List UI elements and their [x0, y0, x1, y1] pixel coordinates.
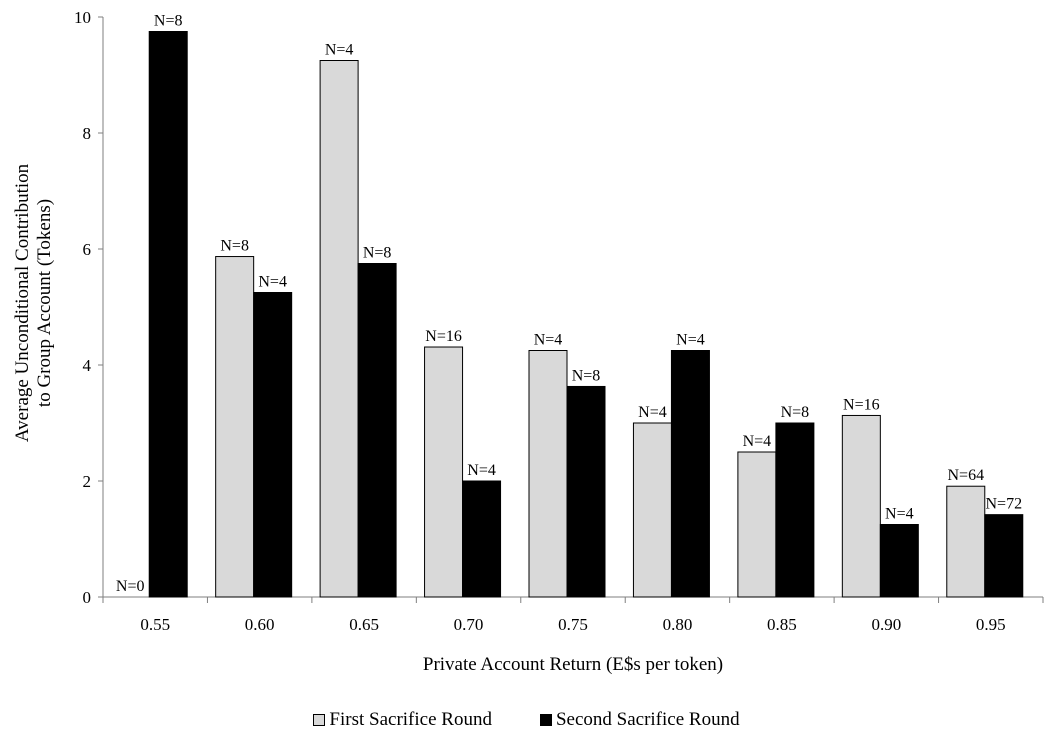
- bar-data-label: N=4: [676, 332, 705, 349]
- bar-second-sacrifice: [357, 263, 397, 598]
- y-tick-label: 6: [83, 240, 92, 259]
- x-tick-label: 0.90: [871, 615, 901, 634]
- legend-swatch-second: [539, 714, 552, 726]
- bar-data-label: N=8: [363, 245, 392, 262]
- bar-data-label: N=4: [743, 433, 772, 450]
- y-tick-label: 2: [83, 472, 92, 491]
- x-tick-label: 0.60: [245, 615, 275, 634]
- y-tick-label: 0: [83, 588, 92, 607]
- bar-second-sacrifice: [253, 292, 293, 598]
- bar-data-label: N=4: [534, 332, 563, 349]
- legend-item-first-sacrifice-round: First Sacrifice Round: [313, 709, 492, 731]
- chart-legend: First Sacrifice Round Second Sacrifice R…: [0, 708, 1053, 732]
- bar-data-label: N=0: [116, 578, 145, 595]
- bar-data-label: N=16: [425, 328, 462, 345]
- bar-second-sacrifice: [670, 350, 710, 598]
- y-tick-label: 10: [74, 8, 91, 27]
- y-axis-title-line: to Group Account (Tokens): [34, 199, 55, 407]
- bar-data-label: N=72: [985, 496, 1022, 513]
- bar-data-label: N=4: [885, 506, 914, 523]
- bar-first-sacrifice: [215, 256, 255, 598]
- bar-second-sacrifice: [984, 514, 1024, 598]
- bar-second-sacrifice: [148, 31, 188, 598]
- x-axis-title: Private Account Return (E$s per token): [423, 654, 723, 675]
- y-tick-label: 8: [83, 124, 92, 143]
- bar-data-label: N=8: [154, 13, 183, 30]
- x-tick-label: 0.95: [976, 615, 1006, 634]
- bar-second-sacrifice: [775, 422, 815, 598]
- bar-first-sacrifice: [319, 60, 359, 598]
- y-axis-title-line: Average Unconditional Contribution: [12, 163, 33, 442]
- bar-first-sacrifice: [946, 485, 986, 598]
- bar-first-sacrifice: [528, 350, 568, 598]
- bar-second-sacrifice: [566, 385, 606, 598]
- bar-first-sacrifice: [737, 451, 777, 598]
- bar-data-label: N=16: [843, 396, 880, 413]
- bar-data-label: N=4: [258, 274, 287, 291]
- y-tick-label: 4: [83, 356, 92, 375]
- bar-data-label: N=64: [947, 467, 984, 484]
- bar-data-label: N=4: [638, 404, 667, 421]
- bar-second-sacrifice: [879, 524, 919, 598]
- legend-swatch-first: [313, 714, 326, 726]
- x-tick-label: 0.65: [349, 615, 379, 634]
- bar-data-label: N=4: [325, 42, 354, 59]
- bar-data-label: N=4: [467, 462, 496, 479]
- bar-data-label: N=8: [220, 238, 249, 255]
- bar-second-sacrifice: [462, 480, 502, 598]
- bar-first-sacrifice: [632, 422, 672, 598]
- x-tick-label: 0.70: [454, 615, 484, 634]
- x-tick-label: 0.75: [558, 615, 588, 634]
- x-tick-label: 0.55: [140, 615, 170, 634]
- x-tick-label: 0.85: [767, 615, 797, 634]
- legend-label-second: Second Sacrifice Round: [555, 709, 740, 730]
- bar-data-label: N=8: [572, 367, 601, 384]
- legend-label-first: First Sacrifice Round: [329, 709, 492, 730]
- bar-chart: 0 2 4 6 8 10 0.55 0.60 0.65 0.70 0.75 0.80 0.85 0.90 0…: [12, 8, 1044, 675]
- y-axis-title: Average Unconditional Contributionto Gro…: [12, 163, 55, 442]
- bar-first-sacrifice: [841, 414, 881, 598]
- bar-first-sacrifice: [424, 346, 464, 598]
- legend-item-second-sacrifice-round: Second Sacrifice Round: [539, 709, 740, 731]
- x-tick-label: 0.80: [663, 615, 693, 634]
- bar-data-label: N=8: [781, 404, 810, 421]
